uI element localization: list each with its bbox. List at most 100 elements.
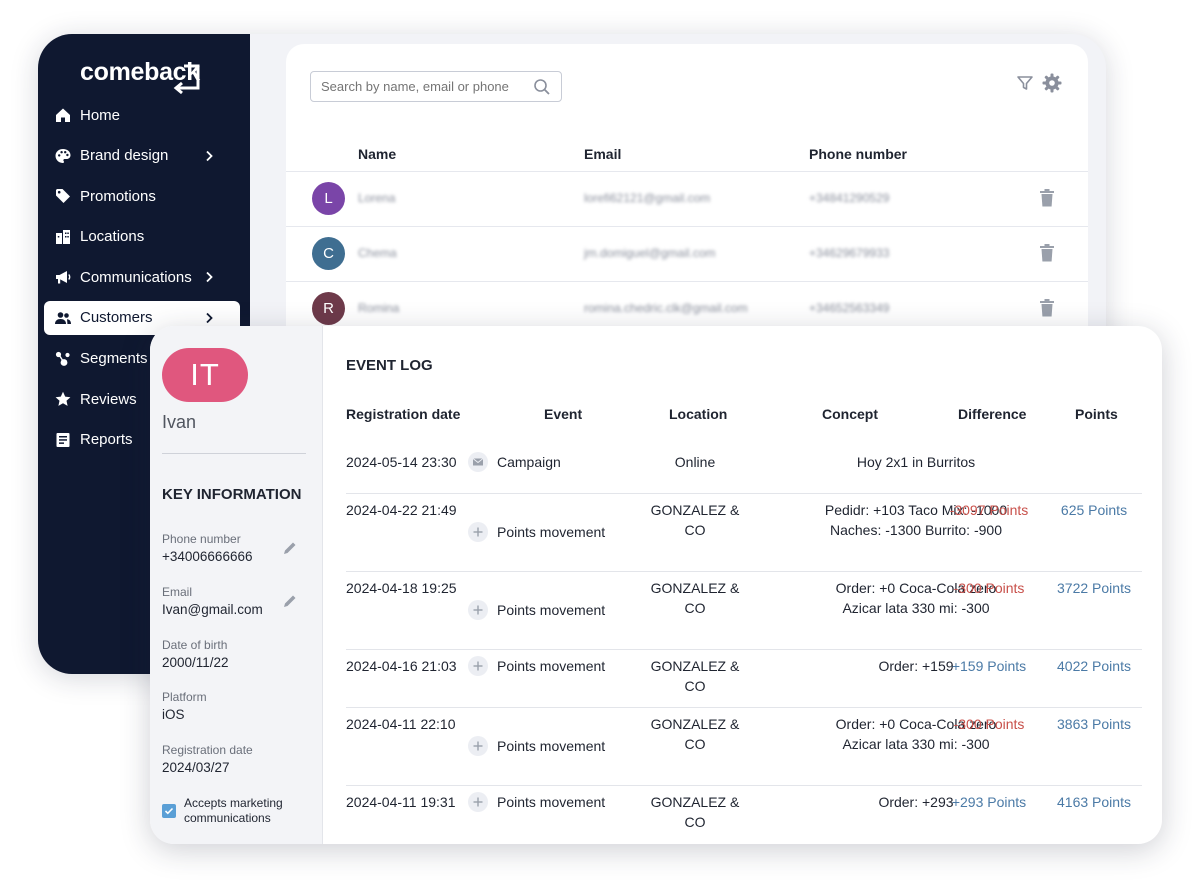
event-log-row: 2024-04-16 21:03 Points movement GONZALEZ …	[346, 650, 1142, 708]
email-label: Email	[162, 585, 193, 599]
points-cell: 4022 Points	[1057, 658, 1131, 674]
event-log-row: 2024-04-22 21:49 Points movement GONZALEZ …	[346, 494, 1142, 572]
event-cell: Points movement	[497, 524, 606, 540]
sidebar-item-label: Segments	[80, 350, 148, 368]
difference-cell: +159 Points	[951, 658, 1027, 674]
date-cell: 2024-04-18 19:25	[346, 580, 457, 596]
sidebar-item-brand-design[interactable]: Brand design	[44, 139, 240, 173]
search-input[interactable]	[310, 71, 562, 102]
sidebar-item-home[interactable]: Home	[44, 98, 240, 132]
sidebar-item-label: Home	[80, 106, 121, 124]
event-cell: Campaign	[497, 454, 561, 470]
building-icon	[54, 228, 72, 246]
dob-label: Date of birth	[162, 638, 228, 652]
logo-text: comeback	[80, 58, 200, 86]
plus-icon	[468, 656, 488, 676]
edit-phone-icon[interactable]	[282, 540, 298, 556]
logo-arrow-icon	[173, 64, 200, 95]
phone-value: +34006666666	[162, 549, 253, 564]
location-cell: GONZALEZ & CO	[650, 502, 740, 538]
sidebar-item-locations[interactable]: Locations	[44, 220, 240, 254]
log-header-concept: Concept	[822, 406, 878, 422]
trash-icon[interactable]	[1038, 188, 1056, 208]
log-header-date: Registration date	[346, 406, 461, 422]
marketing-checkbox-label: Accepts marketing communications	[184, 796, 283, 825]
table-row[interactable]: L Lorena lorefi62121@gmail.com +34841290529	[286, 172, 1088, 227]
plus-icon	[468, 600, 488, 620]
date-cell: 2024-04-11 22:10	[346, 716, 456, 732]
table-row[interactable]: C Chema jm.domiguel@gmail.com +34629679933	[286, 227, 1088, 282]
event-cell: Points movement	[497, 658, 606, 674]
customer-phone-cell: +34629679933	[809, 246, 890, 260]
sidebar-item-label: Brand design	[80, 147, 169, 165]
sidebar-item-segments[interactable]: Segments	[44, 342, 240, 376]
search-icon[interactable]	[533, 78, 551, 96]
tag-icon	[54, 187, 72, 205]
gear-icon[interactable]	[1042, 73, 1062, 93]
avatar: IT	[162, 348, 248, 402]
concept-line: Azicar lata 330 mi: -300	[842, 600, 990, 616]
log-header-event: Event	[544, 406, 583, 422]
sidebar-item-label: Promotions	[80, 187, 156, 205]
plus-icon	[468, 522, 488, 542]
profile-divider	[162, 453, 306, 454]
column-header-name[interactable]: Name	[358, 146, 397, 162]
difference-cell: -3097 Points	[949, 502, 1029, 518]
sidebar-item-reports[interactable]: Reports	[44, 423, 240, 457]
sidebar-item-promotions[interactable]: Promotions	[44, 179, 240, 213]
megaphone-icon	[54, 268, 72, 286]
concept-line: Pedidr: +103 Taco Mix: -1000	[824, 502, 1008, 518]
edit-email-icon[interactable]	[282, 593, 298, 609]
difference-cell: -300 Points	[953, 716, 1025, 732]
concept-cell: Hoy 2x1 in Burritos	[786, 452, 1046, 472]
customer-email-cell: romina.chedric.clk@gmail.com	[584, 301, 748, 315]
segments-icon	[54, 350, 72, 368]
trash-icon[interactable]	[1038, 298, 1056, 318]
customer-email-cell: lorefi62121@gmail.com	[584, 191, 711, 205]
trash-icon[interactable]	[1038, 243, 1056, 263]
event-log-title: EVENT LOG	[346, 357, 433, 374]
registration-date-value: 2024/03/27	[162, 760, 230, 775]
customer-phone-cell: +34652563349	[809, 301, 890, 315]
home-icon	[54, 106, 72, 124]
event-log-row: 2024-04-18 19:25 Points movement GONZALEZ …	[346, 572, 1142, 650]
event-log-row: 2024-04-11 22:10 Points movement GONZALEZ …	[346, 708, 1142, 786]
concept-cell: Order: +0 Coca-Cola zero Azicar lata 330 …	[786, 578, 1046, 618]
concept-line: Order: +0 Coca-Cola zero	[835, 716, 997, 732]
phone-label: Phone number	[162, 532, 241, 546]
column-divider	[322, 326, 323, 844]
customer-phone-cell: +34841290529	[809, 191, 890, 205]
platform-value: iOS	[162, 707, 185, 722]
difference-cell: -300 Points	[953, 580, 1025, 596]
column-header-phone[interactable]: Phone number	[809, 146, 908, 162]
sidebar-item-label: Reports	[80, 431, 133, 449]
points-cell: 625 Points	[1060, 502, 1128, 518]
check-icon	[164, 807, 174, 815]
concept-cell: Order: +293	[786, 792, 1046, 812]
location-cell: Online	[674, 454, 716, 470]
event-log-row: 2024-04-11 19:31 Points movement GONZALEZ …	[346, 786, 1142, 842]
plus-icon	[468, 736, 488, 756]
customer-detail-panel: IT Ivan KEY INFORMATION Phone number +34…	[150, 326, 1162, 844]
profile-column: IT Ivan KEY INFORMATION Phone number +34…	[150, 326, 322, 844]
comeback-logo: comeback	[80, 52, 202, 100]
date-cell: 2024-04-16 21:03	[346, 658, 457, 674]
concept-line: Naches: -1300 Burrito: -900	[830, 522, 1002, 538]
difference-cell: +293 Points	[951, 794, 1027, 810]
event-cell: Points movement	[497, 738, 606, 754]
registration-date-label: Registration date	[162, 743, 253, 757]
customer-name-cell: Chema	[358, 246, 397, 260]
event-cell: Points movement	[497, 794, 606, 810]
dob-value: 2000/11/22	[162, 655, 229, 670]
customer-avatar: L	[312, 182, 345, 215]
header-divider	[286, 171, 1088, 172]
marketing-checkbox[interactable]	[162, 804, 176, 818]
sidebar-item-communications[interactable]: Communications	[44, 260, 240, 294]
column-header-email[interactable]: Email	[584, 146, 622, 162]
sidebar-item-reviews[interactable]: Reviews	[44, 382, 240, 416]
points-cell: 4163 Points	[1057, 794, 1131, 810]
filter-icon[interactable]	[1016, 74, 1034, 92]
platform-label: Platform	[162, 690, 207, 704]
sidebar-item-label: Locations	[80, 228, 145, 246]
points-cell: 3863 Points	[1057, 716, 1131, 732]
